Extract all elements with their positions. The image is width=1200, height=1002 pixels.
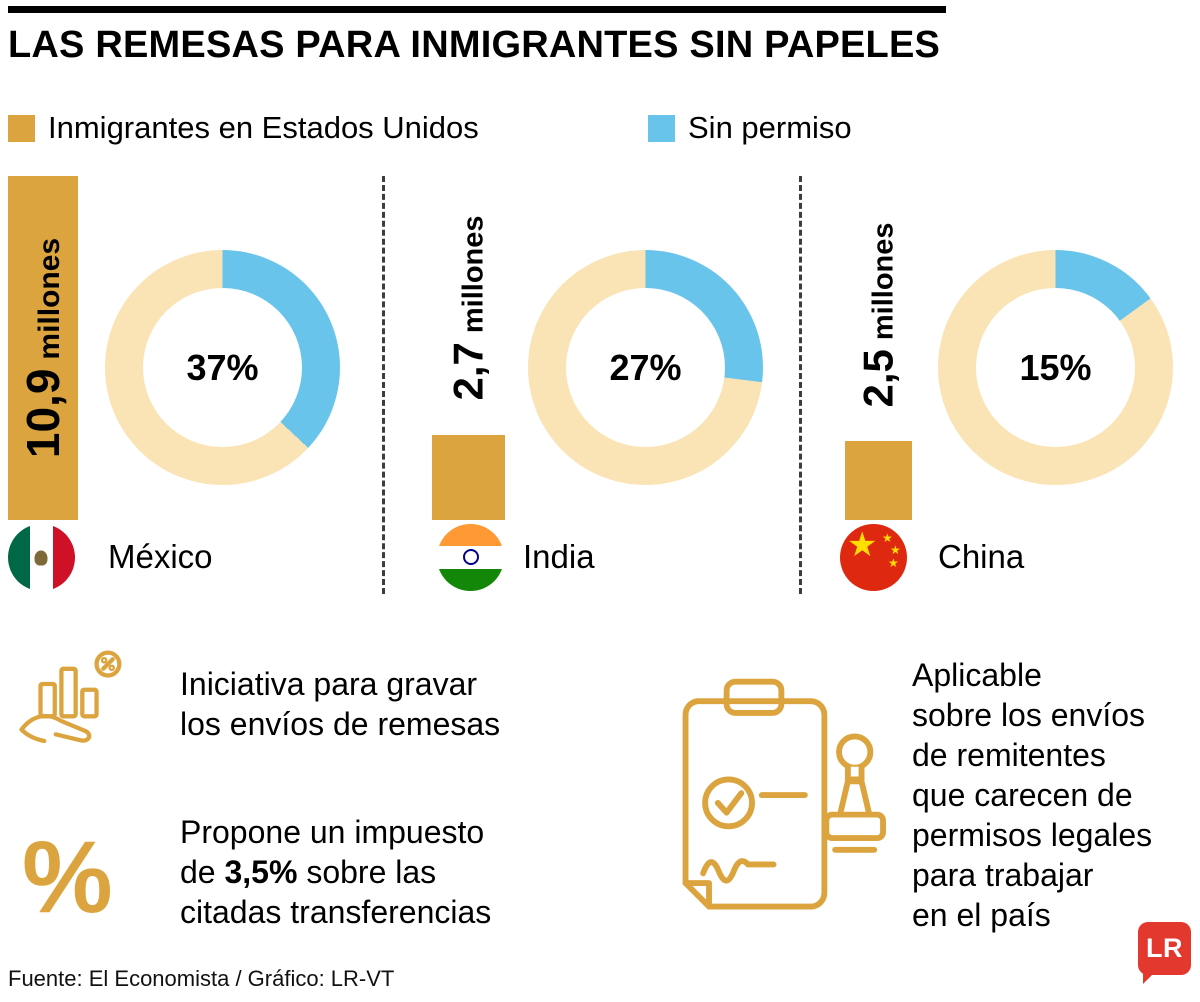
clipboard-stamp-icon (658, 666, 893, 935)
india-flag-green-stripe (437, 568, 504, 591)
bar-mexico (8, 176, 78, 520)
bar-value-china: 2,5 (854, 349, 902, 408)
india-flag-white-stripe (437, 546, 504, 569)
india-flag-saffron-stripe (437, 524, 504, 547)
legend-label-inmigrantes: Inmigrantes en Estados Unidos (48, 110, 479, 145)
donut-mexico: 37% (105, 250, 340, 485)
india-flag-icon (437, 524, 504, 591)
donut-india: 27% (528, 250, 763, 485)
bar-label-india: 2,7 millones (432, 185, 505, 430)
tax-rate-value: 3,5% (224, 854, 298, 890)
legend-item-sin-permiso: Sin permiso (648, 110, 852, 146)
country-label-china: China (938, 538, 1025, 575)
bar-china (845, 441, 912, 520)
country-label-india: India (523, 538, 595, 575)
bar-value-mexico: 10,9 (17, 368, 70, 459)
donut-pct-mexico: 37% (186, 346, 259, 388)
china-flag-big-star: ★ (847, 526, 878, 564)
note-1-text: Iniciativa para gravar los envíos de rem… (180, 664, 500, 744)
percent-icon: % (22, 820, 113, 934)
text-line: Iniciativa para gravar (180, 666, 478, 702)
india-flag-chakra (462, 549, 479, 566)
note-3-text: Aplicable sobre los envíos de remitentes… (912, 655, 1152, 935)
legend-swatch-inmigrantes (8, 114, 35, 142)
donut-pct-india: 27% (609, 346, 682, 388)
source-credit: Fuente: El Economista / Gráfico: LR-VT (8, 966, 395, 991)
bar-label-mexico: 10,9 millones (8, 176, 78, 520)
china-flag-small-star-3: ★ (888, 556, 899, 570)
lr-logo-text: LR (1146, 933, 1183, 963)
donut-china: 15% (938, 250, 1173, 485)
text-line: citadas transferencias (180, 894, 492, 930)
hand-chart-percent-icon (12, 646, 126, 765)
bar-label-china: 2,5 millones (845, 195, 912, 435)
lr-logo: LR (1138, 922, 1191, 984)
bar-unit-india: millones (457, 214, 490, 333)
text-line: para trabajar (912, 857, 1094, 893)
donut-pct-china: 15% (1019, 346, 1092, 388)
text-line: los envíos de remesas (180, 706, 501, 742)
note-2-text: Propone un impuesto de 3,5% sobre las ci… (180, 812, 491, 932)
text-line: de 3,5% sobre las (180, 854, 437, 890)
legend-item-inmigrantes: Inmigrantes en Estados Unidos (8, 110, 479, 146)
mexico-flag-emblem (34, 550, 48, 565)
top-rule (8, 6, 946, 13)
donut-hole-india: 27% (566, 288, 725, 447)
mexico-flag-white-stripe (30, 524, 53, 591)
separator-1 (382, 176, 385, 594)
china-flag-small-star-1: ★ (882, 531, 893, 545)
china-flag-small-star-2: ★ (890, 543, 901, 557)
text-line: Aplicable (912, 657, 1042, 693)
page-title: LAS REMESAS PARA INMIGRANTES SIN PAPELES (8, 24, 941, 66)
text-line: en el país (912, 897, 1051, 933)
text-line: sobre los envíos (912, 697, 1146, 733)
bar-unit-china: millones (867, 222, 900, 341)
china-flag-icon: ★ ★ ★ ★ (840, 524, 907, 591)
donut-hole-mexico: 37% (143, 288, 302, 447)
mexico-flag-red-stripe (52, 524, 75, 591)
separator-2 (799, 176, 802, 594)
country-label-mexico: México (108, 538, 213, 575)
text-line: que carecen de (912, 777, 1133, 813)
text-line: permisos legales (912, 817, 1153, 853)
donut-hole-china: 15% (976, 288, 1135, 447)
mexico-flag-green-stripe (8, 524, 31, 591)
text-line: Propone un impuesto (180, 814, 485, 850)
legend-swatch-sin-permiso (648, 114, 675, 142)
bar-unit-mexico: millones (33, 237, 67, 360)
text-line: de remitentes (912, 737, 1106, 773)
legend-label-sin-permiso: Sin permiso (688, 110, 852, 145)
mexico-flag-icon (8, 524, 75, 591)
bar-india (432, 435, 505, 520)
bar-value-india: 2,7 (444, 341, 492, 401)
